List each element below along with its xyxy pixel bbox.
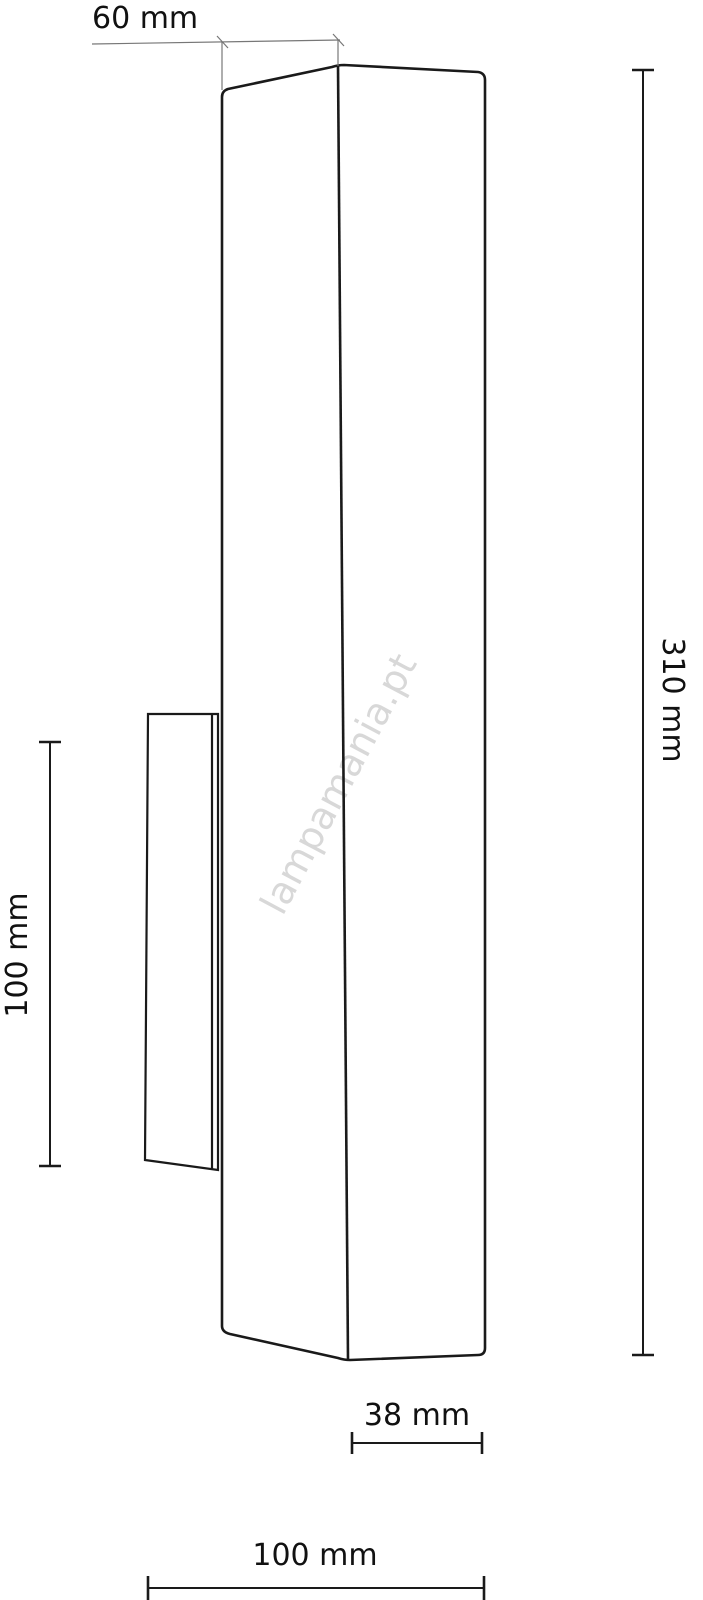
dimension-100mm-horizontal <box>146 1576 486 1600</box>
lamp-body <box>220 63 487 1362</box>
dimension-label-100mm-horizontal: 100 mm <box>252 1538 377 1573</box>
wall-bracket <box>143 712 220 1172</box>
dimension-label-60mm: 60 mm <box>92 1 198 36</box>
dimension-38mm <box>350 1432 484 1454</box>
watermark: lampamania.pt <box>252 647 426 922</box>
dimension-label-38mm: 38 mm <box>364 1398 470 1433</box>
dimension-310mm <box>632 68 654 1357</box>
front-edge-line <box>336 64 350 1361</box>
bracket-outline <box>143 712 220 1172</box>
dimension-label-100mm-vertical: 100 mm <box>0 892 35 1017</box>
dimension-label-310mm: 310 mm <box>655 637 690 762</box>
dimension-100mm-vertical <box>39 740 61 1168</box>
dimension-60mm <box>91 33 345 90</box>
lamp-outline <box>220 63 487 1362</box>
